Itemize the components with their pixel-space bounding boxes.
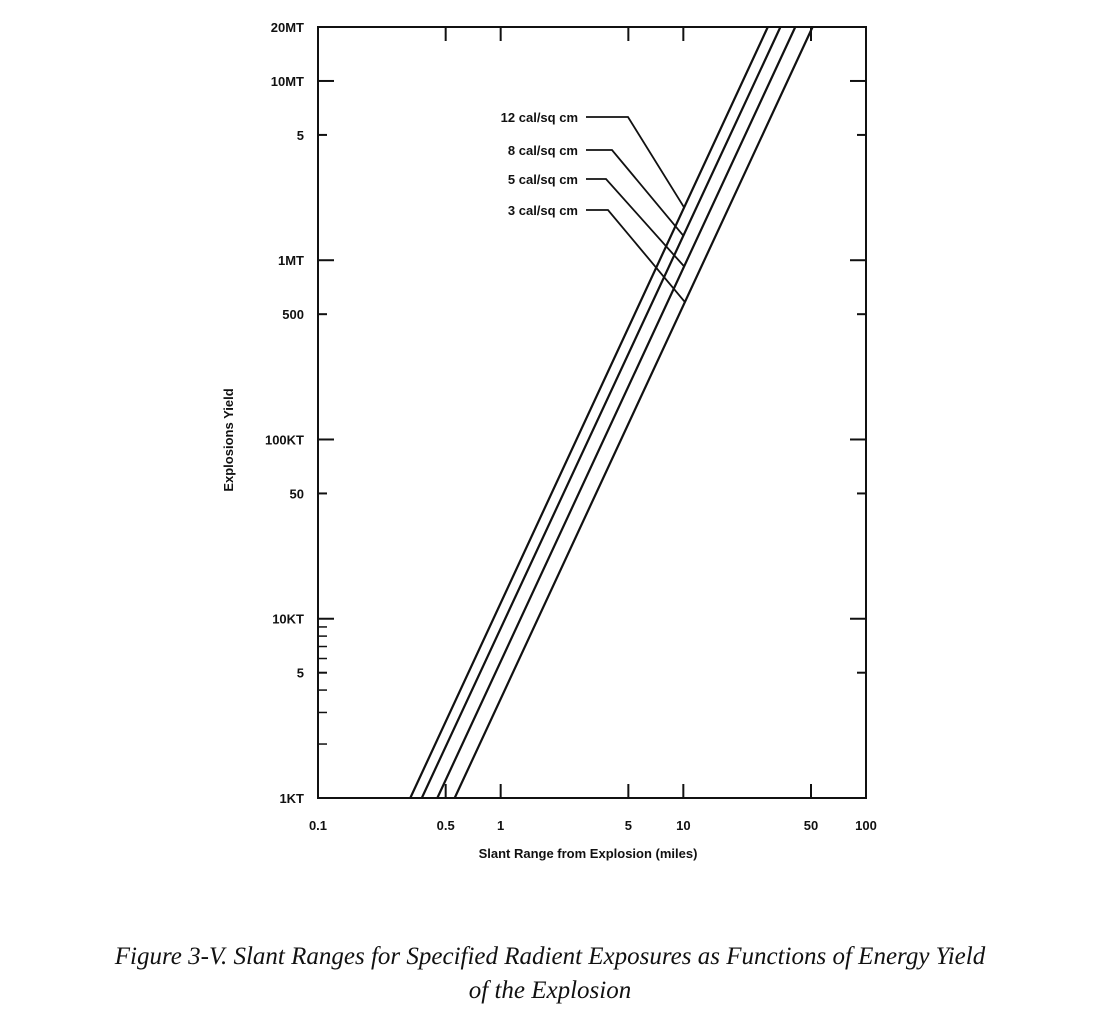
x-tick-label: 0.5 — [437, 818, 455, 833]
plot-frame — [317, 26, 867, 799]
series-line — [409, 26, 769, 799]
y-tick-label: 50 — [290, 486, 304, 501]
series-line — [436, 26, 797, 799]
x-tick-label: 5 — [625, 818, 632, 833]
series-lines — [318, 26, 814, 799]
x-axis-title: Slant Range from Explosion (miles) — [479, 846, 698, 861]
series-label-leader — [586, 209, 686, 303]
series-label: 5 cal/sq cm — [508, 172, 578, 187]
x-tick-label: 50 — [804, 818, 818, 833]
y-axis-ticks: 1KT 5 10KT 50 100KT 500 1MT 5 10MT 20MT — [265, 20, 866, 806]
series-line — [453, 26, 814, 799]
series-label: 8 cal/sq cm — [508, 143, 578, 158]
figure-caption: Figure 3-V. Slant Ranges for Specified R… — [0, 940, 1100, 1008]
x-tick-label: 1 — [497, 818, 504, 833]
x-tick-label: 10 — [676, 818, 690, 833]
series-label-leader — [586, 116, 685, 208]
caption-line-2: of the Explosion — [468, 977, 632, 1004]
series-label-leader — [586, 178, 685, 268]
y-tick-label: 10KT — [272, 612, 304, 627]
chart: 0.1 0.5 1 5 10 50 100 1KT 5 10KT 50 100KT 500 1MT 5 10… — [221, 20, 877, 861]
x-tick-label: 100 — [855, 818, 877, 833]
series-labels: 12 cal/sq cm 8 cal/sq cm 5 cal/sq cm 3 cal/… — [501, 110, 686, 303]
series-line — [420, 26, 782, 799]
y-axis-title: Explosions Yield — [221, 388, 236, 491]
series-label: 12 cal/sq cm — [501, 110, 578, 125]
caption-line-1: Figure 3-V. Slant Ranges for Specified R… — [114, 943, 986, 970]
y-tick-label: 100KT — [265, 432, 304, 447]
y-tick-label: 10MT — [271, 74, 304, 89]
series-label: 3 cal/sq cm — [508, 203, 578, 218]
series-label-leader — [586, 149, 685, 237]
y-tick-label: 1MT — [278, 253, 304, 268]
x-tick-label: 0.1 — [309, 818, 327, 833]
y-tick-label: 1KT — [279, 791, 304, 806]
y-tick-label: 5 — [297, 128, 304, 143]
y-tick-label: 20MT — [271, 20, 304, 35]
y-tick-label: 500 — [282, 307, 304, 322]
y-tick-label: 5 — [297, 666, 304, 681]
